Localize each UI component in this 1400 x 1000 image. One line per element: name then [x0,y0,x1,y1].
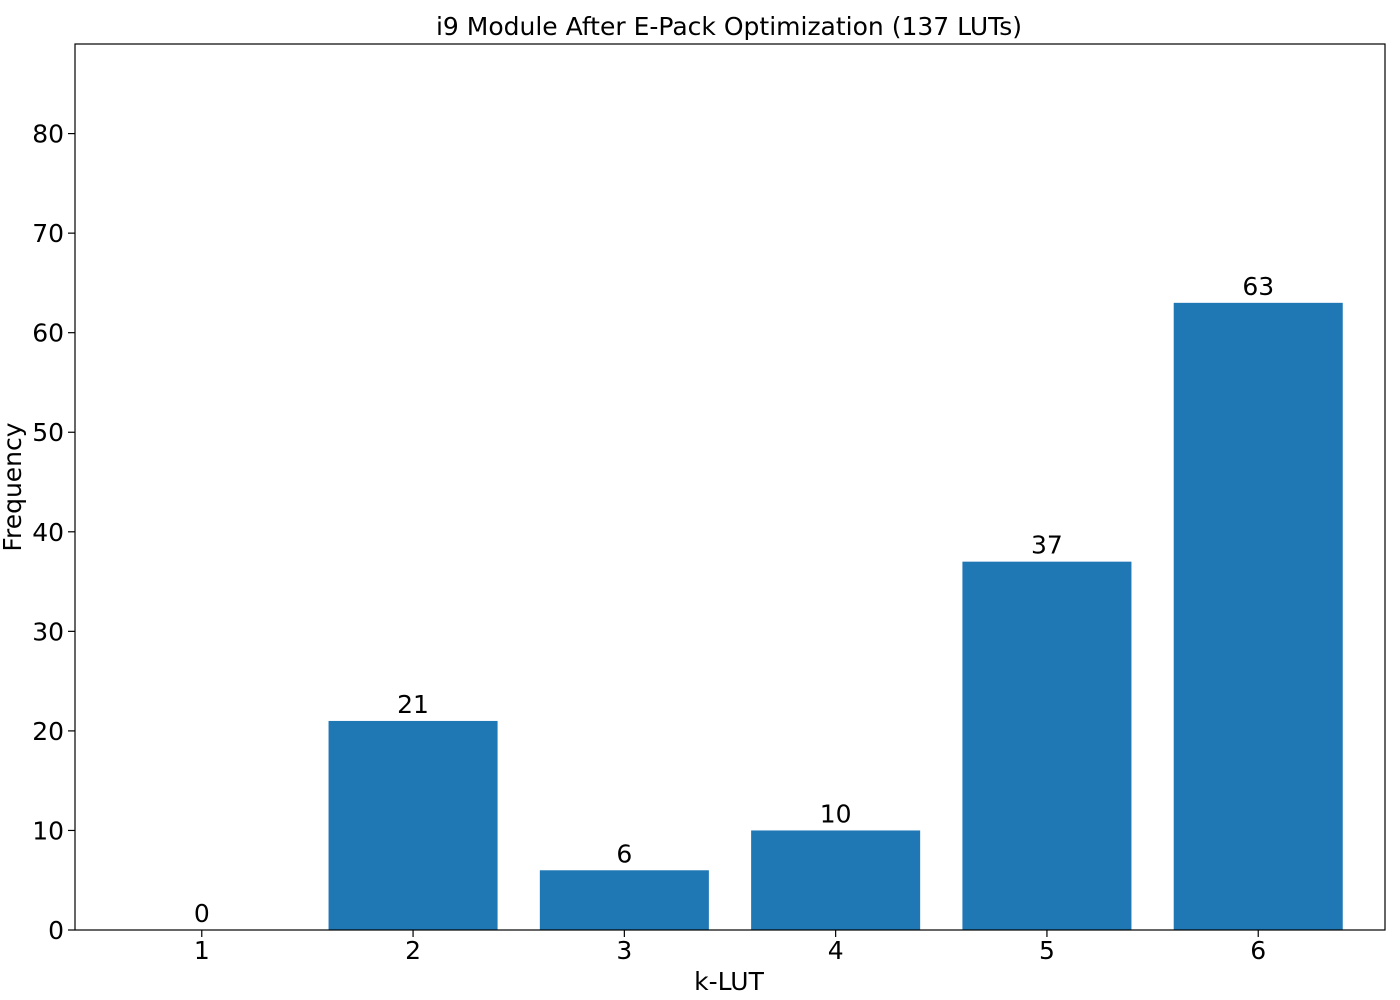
x-tick-label-6: 6 [1250,936,1266,965]
y-axis-label: Frequency [0,422,27,551]
data-label-6: 63 [1242,272,1274,301]
x-axis-label: k-LUT [694,967,764,996]
bar-5 [962,561,1132,930]
y-tick-label-0: 0 [48,916,64,945]
y-tick-label-20: 20 [32,717,64,746]
bars-group [328,302,1343,931]
bar-2 [328,720,498,930]
bar-4 [751,830,921,930]
data-labels-group: 0 21 6 10 37 63 [194,272,1274,928]
x-tick-label-4: 4 [828,936,844,965]
bar-6 [1173,302,1343,931]
data-label-4: 10 [820,799,852,828]
plot-frame [74,43,1386,931]
data-label-3: 6 [616,839,632,868]
chart-title: i9 Module After E-Pack Optimization (137… [436,12,1022,41]
x-tick-label-1: 1 [194,936,210,965]
x-tick-label-3: 3 [616,936,632,965]
data-label-2: 21 [397,690,429,719]
y-tick-label-40: 40 [32,518,64,547]
y-tick-label-30: 30 [32,617,64,646]
y-tick-label-70: 70 [32,219,64,248]
x-axis: 1 2 3 4 5 6 [194,930,1266,965]
data-label-5: 37 [1031,531,1063,560]
y-tick-label-60: 60 [32,319,64,348]
y-axis: 0 10 20 30 40 50 60 70 80 [32,120,75,945]
x-tick-label-2: 2 [405,936,421,965]
y-tick-label-10: 10 [32,816,64,845]
y-tick-label-50: 50 [32,418,64,447]
data-label-1: 0 [194,899,210,928]
y-tick-label-80: 80 [32,120,64,149]
bar-3 [539,870,709,930]
x-tick-label-5: 5 [1039,936,1055,965]
